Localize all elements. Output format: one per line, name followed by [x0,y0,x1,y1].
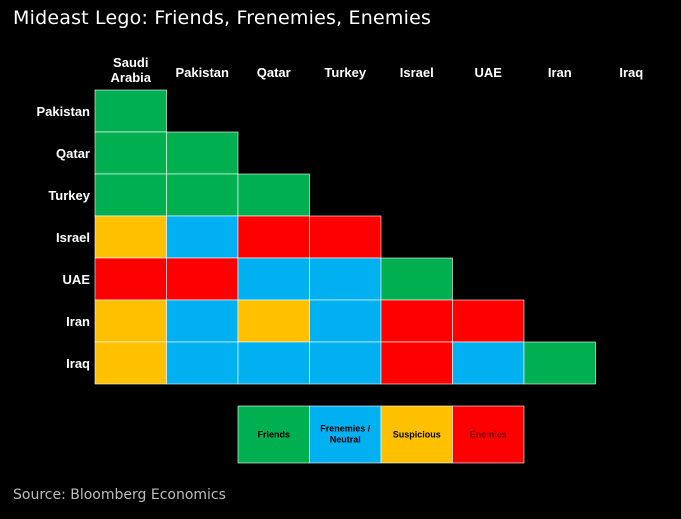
cell-uae-qatar [237,257,310,301]
row-label-iran: Iran [66,314,90,329]
cell-iraq-turkey [309,341,382,385]
cell-turkey-saudi-arabia [94,173,167,217]
row-label-israel: Israel [56,230,90,245]
column-label-iran: Iran [548,65,572,80]
column-label-israel: Israel [400,65,434,80]
cell-qatar-pakistan [166,131,239,175]
legend-label-frenemies-neutral: Frenemies / Neutral [320,424,371,445]
source-note: Source: Bloomberg Economics [13,487,226,503]
row-label-pakistan: Pakistan [37,104,91,119]
legend-swatch-suspicious [380,405,453,464]
cell-iran-uae [452,299,525,343]
cell-uae-pakistan [166,257,239,301]
cell-turkey-qatar [237,173,310,217]
cell-uae-saudi-arabia [94,257,167,301]
cell-israel-qatar [237,215,310,259]
column-label-qatar: Qatar [257,65,291,80]
row-label-uae: UAE [63,272,91,287]
cell-israel-saudi-arabia [94,215,167,259]
column-label-turkey: Turkey [324,65,366,80]
legend-label-enemies: Enemies [470,430,507,440]
cell-israel-turkey [309,215,382,259]
cell-turkey-pakistan [166,173,239,217]
row-label-turkey: Turkey [48,188,90,203]
cell-iraq-qatar [237,341,310,385]
row-label-iraq: Iraq [66,356,90,371]
cell-iraq-uae [452,341,525,385]
cell-israel-pakistan [166,215,239,259]
cell-iraq-iran [523,341,596,385]
cell-uae-turkey [309,257,382,301]
cell-qatar-saudi-arabia [94,131,167,175]
column-label-saudi-arabia: Saudi Arabia [111,55,152,85]
cell-iraq-saudi-arabia [94,341,167,385]
cell-iraq-israel [380,341,453,385]
cell-iran-turkey [309,299,382,343]
cell-iran-qatar [237,299,310,343]
cell-iraq-pakistan [166,341,239,385]
legend-label-suspicious: Suspicious [393,430,441,440]
cell-iran-israel [380,299,453,343]
row-label-qatar: Qatar [56,146,90,161]
cell-iran-saudi-arabia [94,299,167,343]
legend-label-friends: Friends [257,430,290,440]
legend-swatch-frenemies-neutral [309,405,382,464]
cell-iran-pakistan [166,299,239,343]
cell-uae-israel [380,257,453,301]
column-label-iraq: Iraq [619,65,643,80]
column-label-pakistan: Pakistan [176,65,230,80]
legend-swatch-enemies [452,405,525,464]
cell-pakistan-saudi-arabia [94,89,167,133]
chart-title: Mideast Lego: Friends, Frenemies, Enemie… [13,7,432,29]
column-label-uae: UAE [475,65,503,80]
